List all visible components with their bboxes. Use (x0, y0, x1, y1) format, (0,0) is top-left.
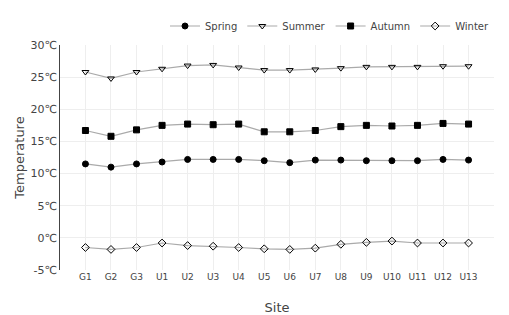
svg-text:25℃: 25℃ (30, 71, 56, 84)
svg-text:G1: G1 (79, 272, 92, 282)
svg-text:15℃: 15℃ (30, 135, 56, 148)
svg-text:U2: U2 (181, 272, 193, 282)
svg-text:0℃: 0℃ (37, 232, 56, 245)
svg-text:20℃: 20℃ (30, 103, 56, 116)
svg-text:Site: Site (265, 300, 290, 315)
svg-text:U7: U7 (309, 272, 321, 282)
svg-text:U12: U12 (434, 272, 452, 282)
svg-text:U13: U13 (460, 272, 478, 282)
svg-text:30℃: 30℃ (30, 39, 56, 52)
svg-text:U10: U10 (383, 272, 401, 282)
svg-text:Autumn: Autumn (371, 21, 411, 32)
svg-text:G2: G2 (105, 272, 118, 282)
svg-text:U8: U8 (335, 272, 348, 282)
svg-text:5℃: 5℃ (37, 200, 56, 213)
svg-text:U9: U9 (360, 272, 373, 282)
svg-text:10℃: 10℃ (30, 167, 56, 180)
svg-text:Summer: Summer (282, 21, 325, 32)
svg-text:-5℃: -5℃ (33, 264, 56, 277)
svg-text:Winter: Winter (455, 21, 489, 32)
svg-text:U5: U5 (258, 272, 270, 282)
svg-text:U6: U6 (284, 272, 297, 282)
svg-text:U1: U1 (156, 272, 168, 282)
svg-text:Spring: Spring (205, 21, 237, 32)
svg-text:G3: G3 (130, 272, 143, 282)
svg-text:U4: U4 (233, 272, 246, 282)
svg-text:Temperature: Temperature (12, 116, 27, 199)
svg-text:U3: U3 (207, 272, 219, 282)
svg-text:U11: U11 (408, 272, 426, 282)
